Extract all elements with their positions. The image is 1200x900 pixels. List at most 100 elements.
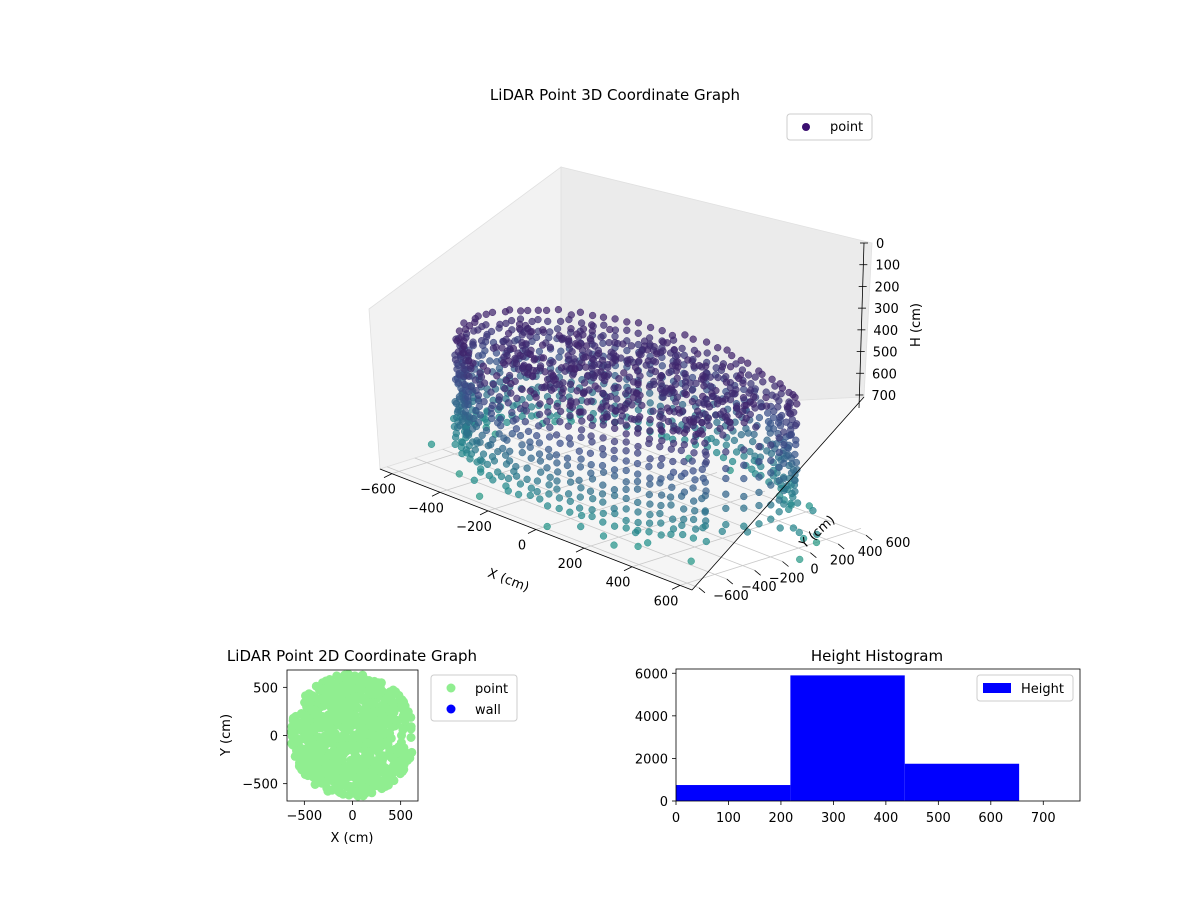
point-marker bbox=[451, 440, 459, 449]
point-marker bbox=[633, 367, 642, 375]
point-marker bbox=[684, 356, 692, 364]
point-marker bbox=[719, 431, 727, 439]
point-marker bbox=[645, 519, 654, 527]
point-marker bbox=[500, 337, 508, 346]
point-marker bbox=[588, 311, 597, 320]
point-marker bbox=[778, 384, 787, 392]
point-marker bbox=[718, 363, 727, 371]
point-marker bbox=[622, 457, 630, 465]
legend-3d-label-point: point bbox=[830, 120, 863, 135]
point-marker bbox=[780, 486, 788, 495]
point-marker bbox=[544, 317, 552, 326]
point-marker bbox=[545, 490, 553, 498]
point-marker bbox=[759, 378, 767, 386]
point-2d-marker bbox=[351, 751, 361, 761]
point-marker bbox=[536, 495, 544, 503]
point-marker bbox=[634, 498, 642, 507]
point-marker bbox=[728, 351, 736, 360]
point-marker bbox=[534, 306, 542, 314]
point-2d-marker bbox=[352, 675, 362, 685]
point-marker bbox=[622, 421, 630, 429]
x-axis-label: X (cm) bbox=[485, 566, 531, 595]
point-marker bbox=[528, 412, 536, 420]
point-marker bbox=[535, 422, 543, 430]
point-marker bbox=[495, 403, 504, 411]
point-marker bbox=[553, 402, 561, 410]
hist-x-tick-label: 400 bbox=[873, 811, 898, 826]
point-marker bbox=[469, 340, 477, 348]
point-marker bbox=[635, 357, 643, 365]
z-axis-line bbox=[858, 242, 865, 409]
y-axis-line bbox=[691, 396, 865, 591]
point-2d-marker bbox=[351, 713, 361, 723]
point-marker bbox=[535, 450, 544, 458]
point-marker bbox=[700, 382, 708, 390]
point-marker bbox=[697, 375, 706, 383]
point-2d-marker bbox=[319, 755, 329, 765]
point-2d-marker bbox=[323, 695, 333, 705]
point-marker bbox=[625, 373, 633, 381]
point-marker bbox=[479, 450, 488, 458]
point-marker bbox=[495, 430, 503, 438]
point-marker bbox=[475, 492, 484, 500]
point-marker bbox=[751, 373, 759, 381]
grid-line-y bbox=[442, 448, 755, 571]
point-marker bbox=[578, 417, 586, 425]
z-tick-label: 200 bbox=[875, 280, 900, 295]
point-marker bbox=[610, 446, 618, 455]
point-2d-marker bbox=[296, 709, 306, 718]
point-marker bbox=[566, 380, 575, 388]
histogram-bar bbox=[676, 785, 791, 801]
point-marker bbox=[587, 337, 595, 345]
point-marker bbox=[543, 417, 551, 425]
point-marker bbox=[477, 337, 486, 345]
point-marker bbox=[503, 436, 511, 444]
point-marker bbox=[646, 323, 655, 332]
point-2d-marker bbox=[378, 752, 388, 762]
point-2d-marker bbox=[297, 719, 307, 729]
point-marker bbox=[544, 445, 553, 454]
point-marker bbox=[659, 414, 667, 422]
point-marker bbox=[776, 413, 784, 421]
point-marker bbox=[526, 491, 534, 500]
point-marker bbox=[622, 438, 630, 446]
point-2d-marker bbox=[331, 784, 341, 793]
legend-histogram-frame bbox=[976, 674, 1074, 702]
point-2d-marker bbox=[287, 727, 296, 737]
point-marker bbox=[699, 392, 707, 401]
point-marker bbox=[735, 374, 743, 382]
point-marker bbox=[665, 407, 674, 415]
legend-2d-marker-wall bbox=[446, 704, 456, 714]
point-marker bbox=[702, 362, 710, 370]
point-marker bbox=[667, 501, 675, 509]
point-2d-marker bbox=[325, 677, 335, 686]
histogram-frame bbox=[675, 668, 1081, 802]
point-marker bbox=[622, 478, 630, 486]
point-marker bbox=[728, 457, 737, 466]
point-marker bbox=[545, 481, 553, 489]
point-marker bbox=[607, 392, 615, 401]
point-marker bbox=[599, 509, 607, 518]
hist-x-tick-label: 700 bbox=[1031, 811, 1056, 826]
point-marker bbox=[458, 438, 467, 447]
point-2d-marker bbox=[389, 761, 399, 771]
point-marker bbox=[698, 494, 706, 503]
point-marker bbox=[752, 423, 760, 431]
y-tick-mark bbox=[865, 534, 873, 541]
point-marker bbox=[775, 463, 783, 472]
point-marker bbox=[633, 477, 642, 486]
point-marker bbox=[622, 447, 630, 455]
x-tick-labels-2d: −500 0 500 bbox=[286, 801, 413, 824]
point-marker bbox=[599, 532, 608, 540]
point-marker bbox=[521, 418, 529, 426]
point-2d-marker bbox=[372, 746, 382, 756]
point-marker bbox=[533, 487, 541, 496]
point-2d-marker bbox=[379, 720, 389, 730]
point-marker bbox=[523, 475, 531, 483]
point-marker bbox=[469, 414, 478, 423]
point-marker bbox=[669, 525, 678, 533]
point-marker bbox=[634, 518, 642, 527]
point-marker bbox=[464, 431, 473, 439]
